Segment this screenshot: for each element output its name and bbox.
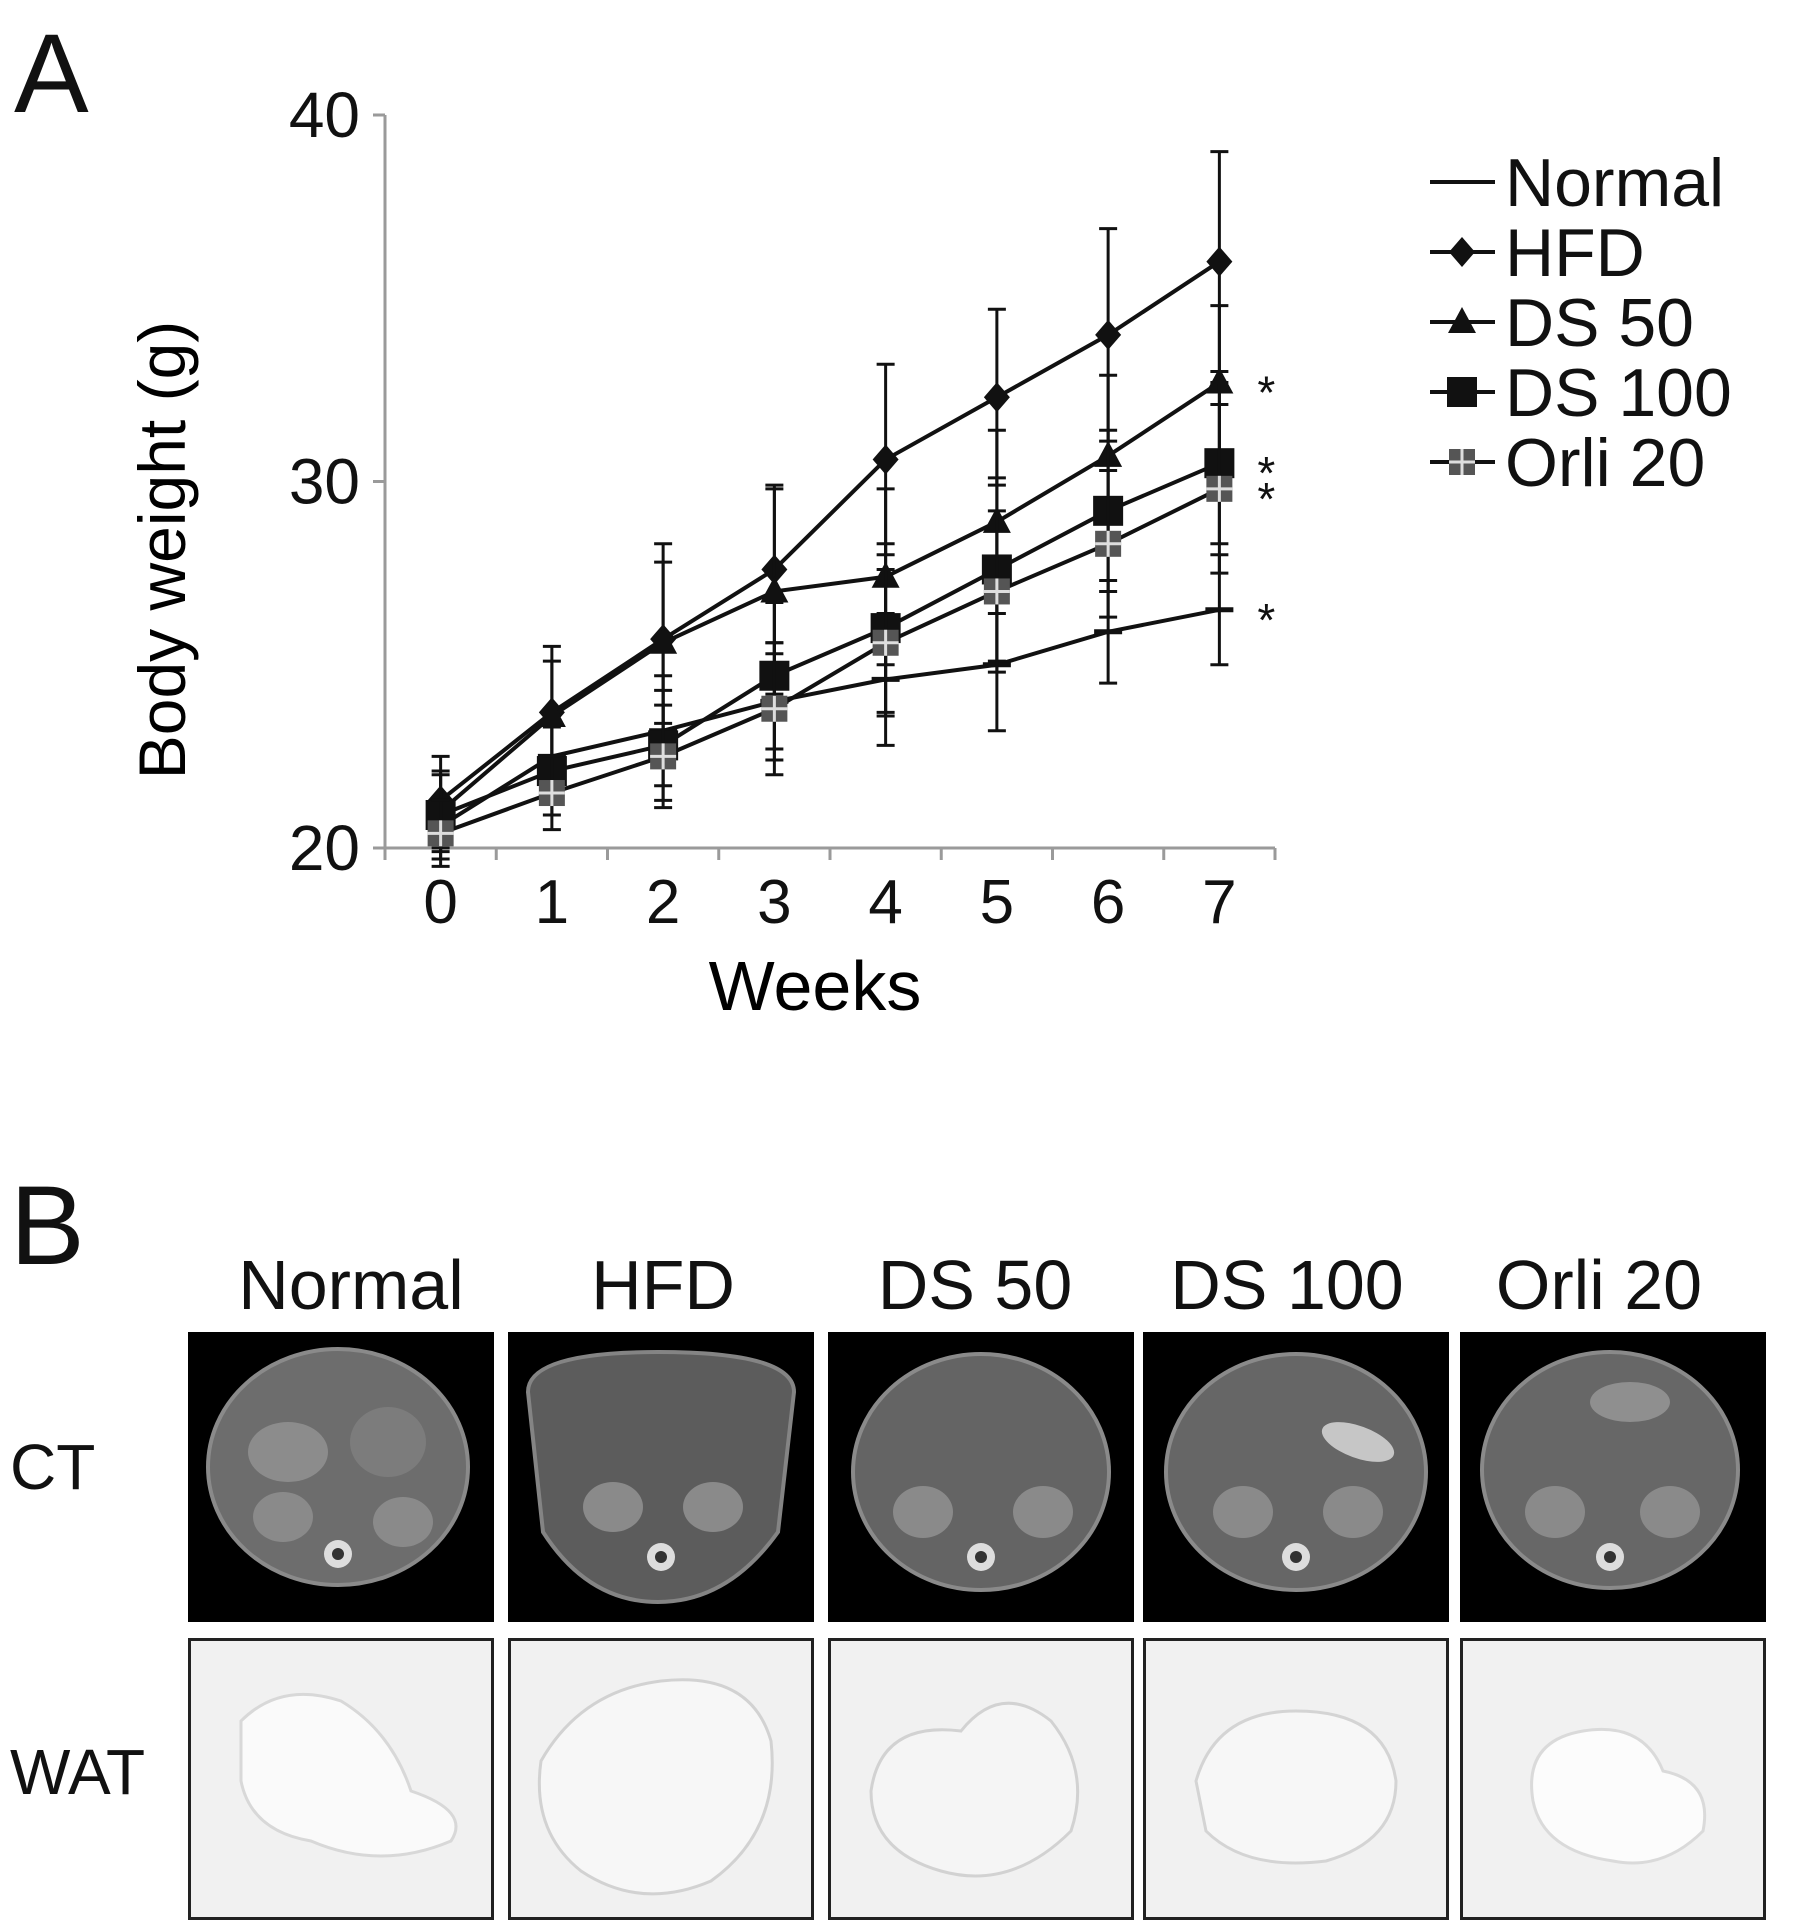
series-line [439,461,1221,817]
data-point [1206,246,1233,277]
series-line [439,380,1221,813]
y-axis-label: Body weight (g) [125,321,199,780]
y-tick-label: 20 [289,812,360,884]
y-tick-label: 40 [289,79,360,151]
significance-marker: * [1257,367,1275,419]
x-tick-label: 6 [1091,868,1125,937]
x-axis-label: Weeks [709,947,922,1025]
row-label-wat: WAT [10,1736,146,1808]
significance-marker: * [1257,447,1275,499]
x-tick-label: 4 [868,868,902,937]
ct-image-orli20 [1460,1332,1766,1622]
legend-marker [1449,237,1475,267]
legend-item: HFD [1430,215,1645,291]
column-header-ds100: DS 100 [1170,1246,1404,1324]
column-header-orli20: Orli 20 [1495,1246,1703,1324]
row-label-ct: CT [10,1431,96,1503]
ct-image-ds50 [828,1332,1134,1622]
data-point [760,576,789,603]
legend-item: Normal [1430,145,1724,221]
data-point [649,627,678,654]
legend-item: DS 50 [1430,285,1694,361]
wat-image-hfd [508,1638,814,1920]
wat-image-ds100 [1143,1638,1449,1920]
data-point [1095,530,1122,557]
legend-label: DS 50 [1505,285,1694,361]
data-point [537,701,566,728]
legend-label: Normal [1505,145,1724,221]
legend-marker [1449,449,1475,475]
panel-label-a: A [14,11,89,136]
legend-label: DS 100 [1505,355,1732,431]
series-line [439,487,1221,836]
wat-image-ds50 [828,1638,1134,1920]
data-point [761,695,788,722]
wat-image-normal [188,1638,494,1920]
significance-marker: * [1257,473,1275,525]
x-tick-label: 1 [535,868,569,937]
legend-marker [1448,307,1476,333]
legend-marker [1447,377,1477,407]
data-point [1206,475,1233,502]
legend-label: Orli 20 [1505,425,1705,501]
data-point [983,382,1010,413]
x-tick-label: 3 [757,868,791,937]
panel-label-b: B [10,1163,85,1288]
y-tick-label: 30 [289,446,360,518]
data-point [1095,319,1122,350]
x-tick-label: 0 [423,868,457,937]
data-point [1205,367,1234,394]
legend-label: HFD [1505,215,1645,291]
column-header-hfd: HFD [591,1246,735,1324]
series-line [439,259,1221,802]
column-header-ds50: DS 50 [877,1246,1073,1324]
data-point [650,743,677,770]
significance-marker: * [1257,594,1275,646]
legend-item: DS 100 [1430,355,1732,431]
data-point [983,578,1010,605]
legend-item: Orli 20 [1430,425,1705,501]
x-tick-label: 5 [980,868,1014,937]
series-line [439,607,1220,828]
x-tick-label: 7 [1202,868,1236,937]
column-header-normal: Normal [238,1246,464,1324]
wat-image-orli20 [1460,1638,1766,1920]
ct-image-normal [188,1332,494,1622]
ct-image-ds100 [1143,1332,1449,1622]
data-point [538,780,565,807]
x-tick-label: 2 [646,868,680,937]
data-point [872,629,899,656]
data-point [427,820,454,847]
ct-image-hfd [508,1332,814,1622]
series-orli-20: * [427,403,1275,868]
data-point [872,444,899,475]
